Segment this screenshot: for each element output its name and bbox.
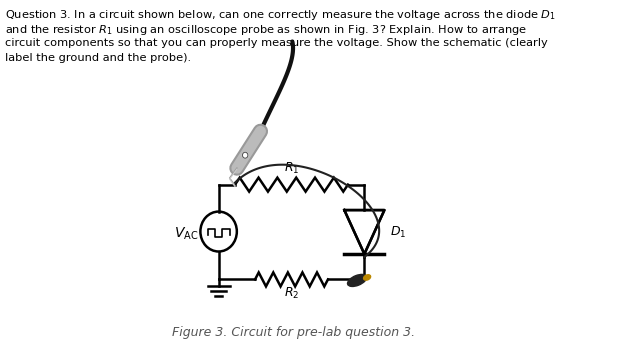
Text: Question 3. In a circuit shown below, can one correctly measure the voltage acro: Question 3. In a circuit shown below, ca… [6, 8, 556, 22]
Text: $R_2$: $R_2$ [284, 286, 299, 301]
Text: $D_1$: $D_1$ [390, 224, 406, 240]
Ellipse shape [347, 274, 367, 286]
Polygon shape [345, 210, 385, 254]
Text: $V_{\rm AC}$: $V_{\rm AC}$ [174, 225, 198, 242]
Text: $R_1$: $R_1$ [284, 161, 299, 176]
Text: and the resistor $R_1$ using an oscilloscope probe as shown in Fig. 3? Explain. : and the resistor $R_1$ using an oscillos… [6, 23, 528, 37]
Text: label the ground and the probe).: label the ground and the probe). [6, 53, 192, 63]
Text: Figure 3. Circuit for pre-lab question 3.: Figure 3. Circuit for pre-lab question 3… [172, 326, 415, 339]
Text: circuit components so that you can properly measure the voltage. Show the schema: circuit components so that you can prope… [6, 38, 548, 48]
Circle shape [242, 152, 248, 158]
Ellipse shape [363, 275, 370, 280]
